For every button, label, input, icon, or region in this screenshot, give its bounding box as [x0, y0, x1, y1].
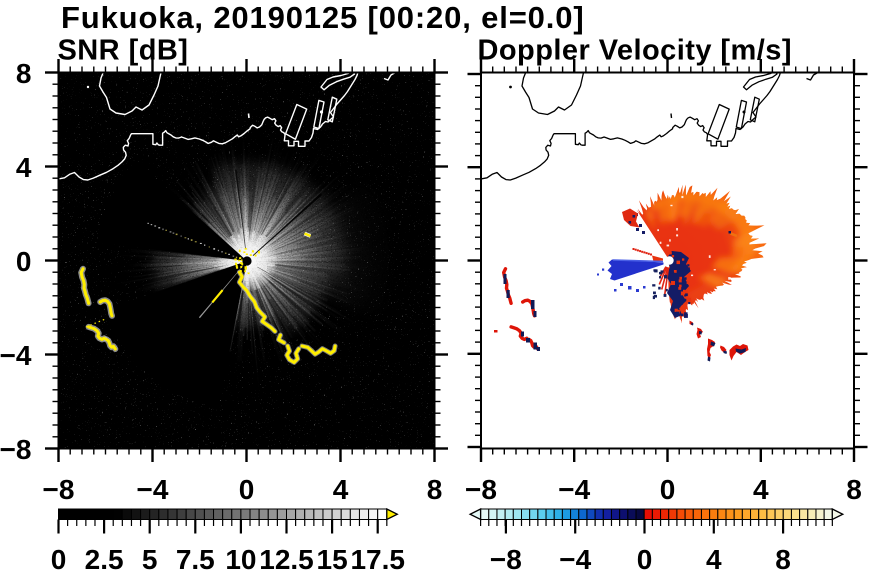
svg-text:10: 10	[225, 544, 256, 570]
svg-text:4: 4	[706, 544, 722, 570]
svg-text:4: 4	[333, 474, 349, 505]
svg-text:8: 8	[427, 474, 443, 505]
svg-text:8: 8	[775, 544, 791, 570]
svg-text:−4: −4	[559, 544, 591, 570]
svg-text:Fukuoka, 20190125 [00:20, el=0: Fukuoka, 20190125 [00:20, el=0.0]	[61, 0, 585, 35]
svg-text:12.5: 12.5	[259, 544, 314, 570]
svg-text:4: 4	[16, 152, 32, 183]
svg-text:2.5: 2.5	[85, 544, 124, 570]
svg-text:−4: −4	[0, 340, 32, 371]
svg-text:5: 5	[142, 544, 158, 570]
svg-text:17.5: 17.5	[350, 544, 405, 570]
svg-text:0: 0	[239, 474, 255, 505]
svg-text:0: 0	[660, 474, 676, 505]
svg-text:SNR [dB]: SNR [dB]	[58, 35, 189, 67]
svg-text:Doppler Velocity [m/s]: Doppler Velocity [m/s]	[478, 35, 792, 67]
svg-text:−8: −8	[465, 474, 497, 505]
svg-text:0: 0	[51, 544, 67, 570]
svg-text:−4: −4	[137, 474, 169, 505]
svg-text:0: 0	[16, 246, 32, 277]
svg-text:−8: −8	[43, 474, 75, 505]
svg-text:−4: −4	[558, 474, 590, 505]
svg-text:15: 15	[317, 544, 348, 570]
svg-text:0: 0	[637, 544, 653, 570]
svg-text:8: 8	[16, 58, 32, 89]
svg-text:−8: −8	[490, 544, 522, 570]
svg-text:4: 4	[753, 474, 769, 505]
svg-text:−8: −8	[0, 434, 32, 465]
svg-text:8: 8	[846, 474, 862, 505]
svg-text:7.5: 7.5	[176, 544, 215, 570]
